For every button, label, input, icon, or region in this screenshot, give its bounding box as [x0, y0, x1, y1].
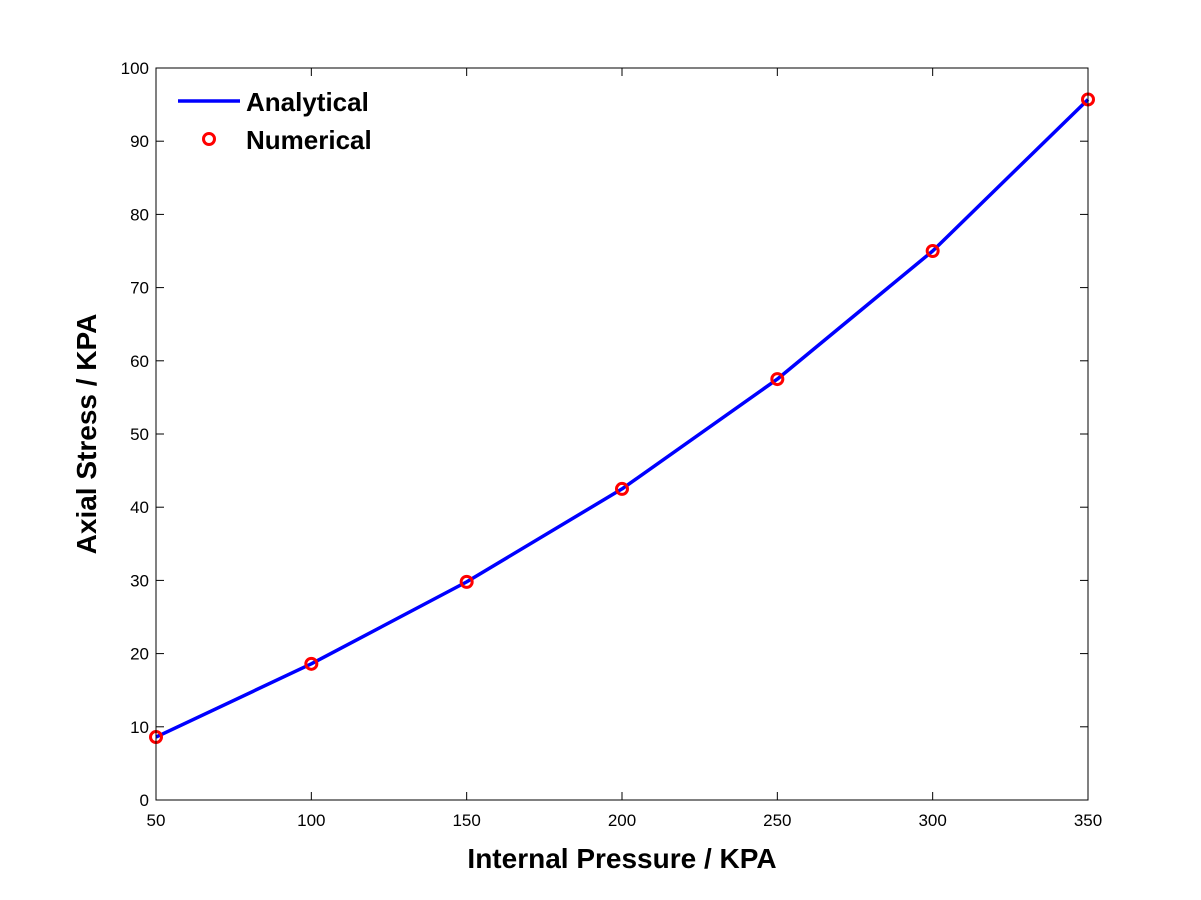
x-tick-label: 50 [147, 811, 166, 830]
y-tick-label: 0 [140, 791, 149, 810]
x-tick-label: 200 [608, 811, 636, 830]
numerical-point [770, 372, 785, 387]
plot-area-background [156, 68, 1088, 800]
legend-label-numerical: Numerical [246, 125, 372, 155]
numerical-point [304, 656, 319, 671]
x-tick-label: 350 [1074, 811, 1102, 830]
legend: Analytical Numerical [178, 87, 372, 155]
y-tick-label: 50 [130, 425, 149, 444]
numerical-point [459, 574, 474, 589]
legend-marker-numerical [202, 132, 216, 146]
y-tick-label: 10 [130, 718, 149, 737]
y-tick-label: 80 [130, 205, 149, 224]
series-line-analytical [155, 98, 1090, 739]
y-tick-label: 100 [121, 59, 149, 78]
y-tick-label: 40 [130, 498, 149, 517]
y-tick-label: 60 [130, 352, 149, 371]
y-tick-label: 30 [130, 571, 149, 590]
x-axis-label: Internal Pressure / KPA [467, 843, 776, 874]
legend-label-analytical: Analytical [246, 87, 369, 117]
numerical-point [615, 481, 629, 496]
y-tick-label: 70 [130, 279, 149, 298]
x-tick-label: 100 [297, 811, 325, 830]
numerical-point [925, 244, 940, 258]
y-tick-label: 90 [130, 132, 149, 151]
y-tick-label: 20 [130, 645, 149, 664]
x-tick-label: 150 [452, 811, 480, 830]
x-tick-label: 300 [918, 811, 946, 830]
axis-tick-labels: 50 100 150 200 250 300 350 0 10 20 30 40 50 60 70 80 90 1… [121, 59, 1103, 830]
y-axis-label: Axial Stress / KPA [71, 314, 102, 555]
plot-frame [155, 67, 1089, 801]
x-tick-label: 250 [763, 811, 791, 830]
